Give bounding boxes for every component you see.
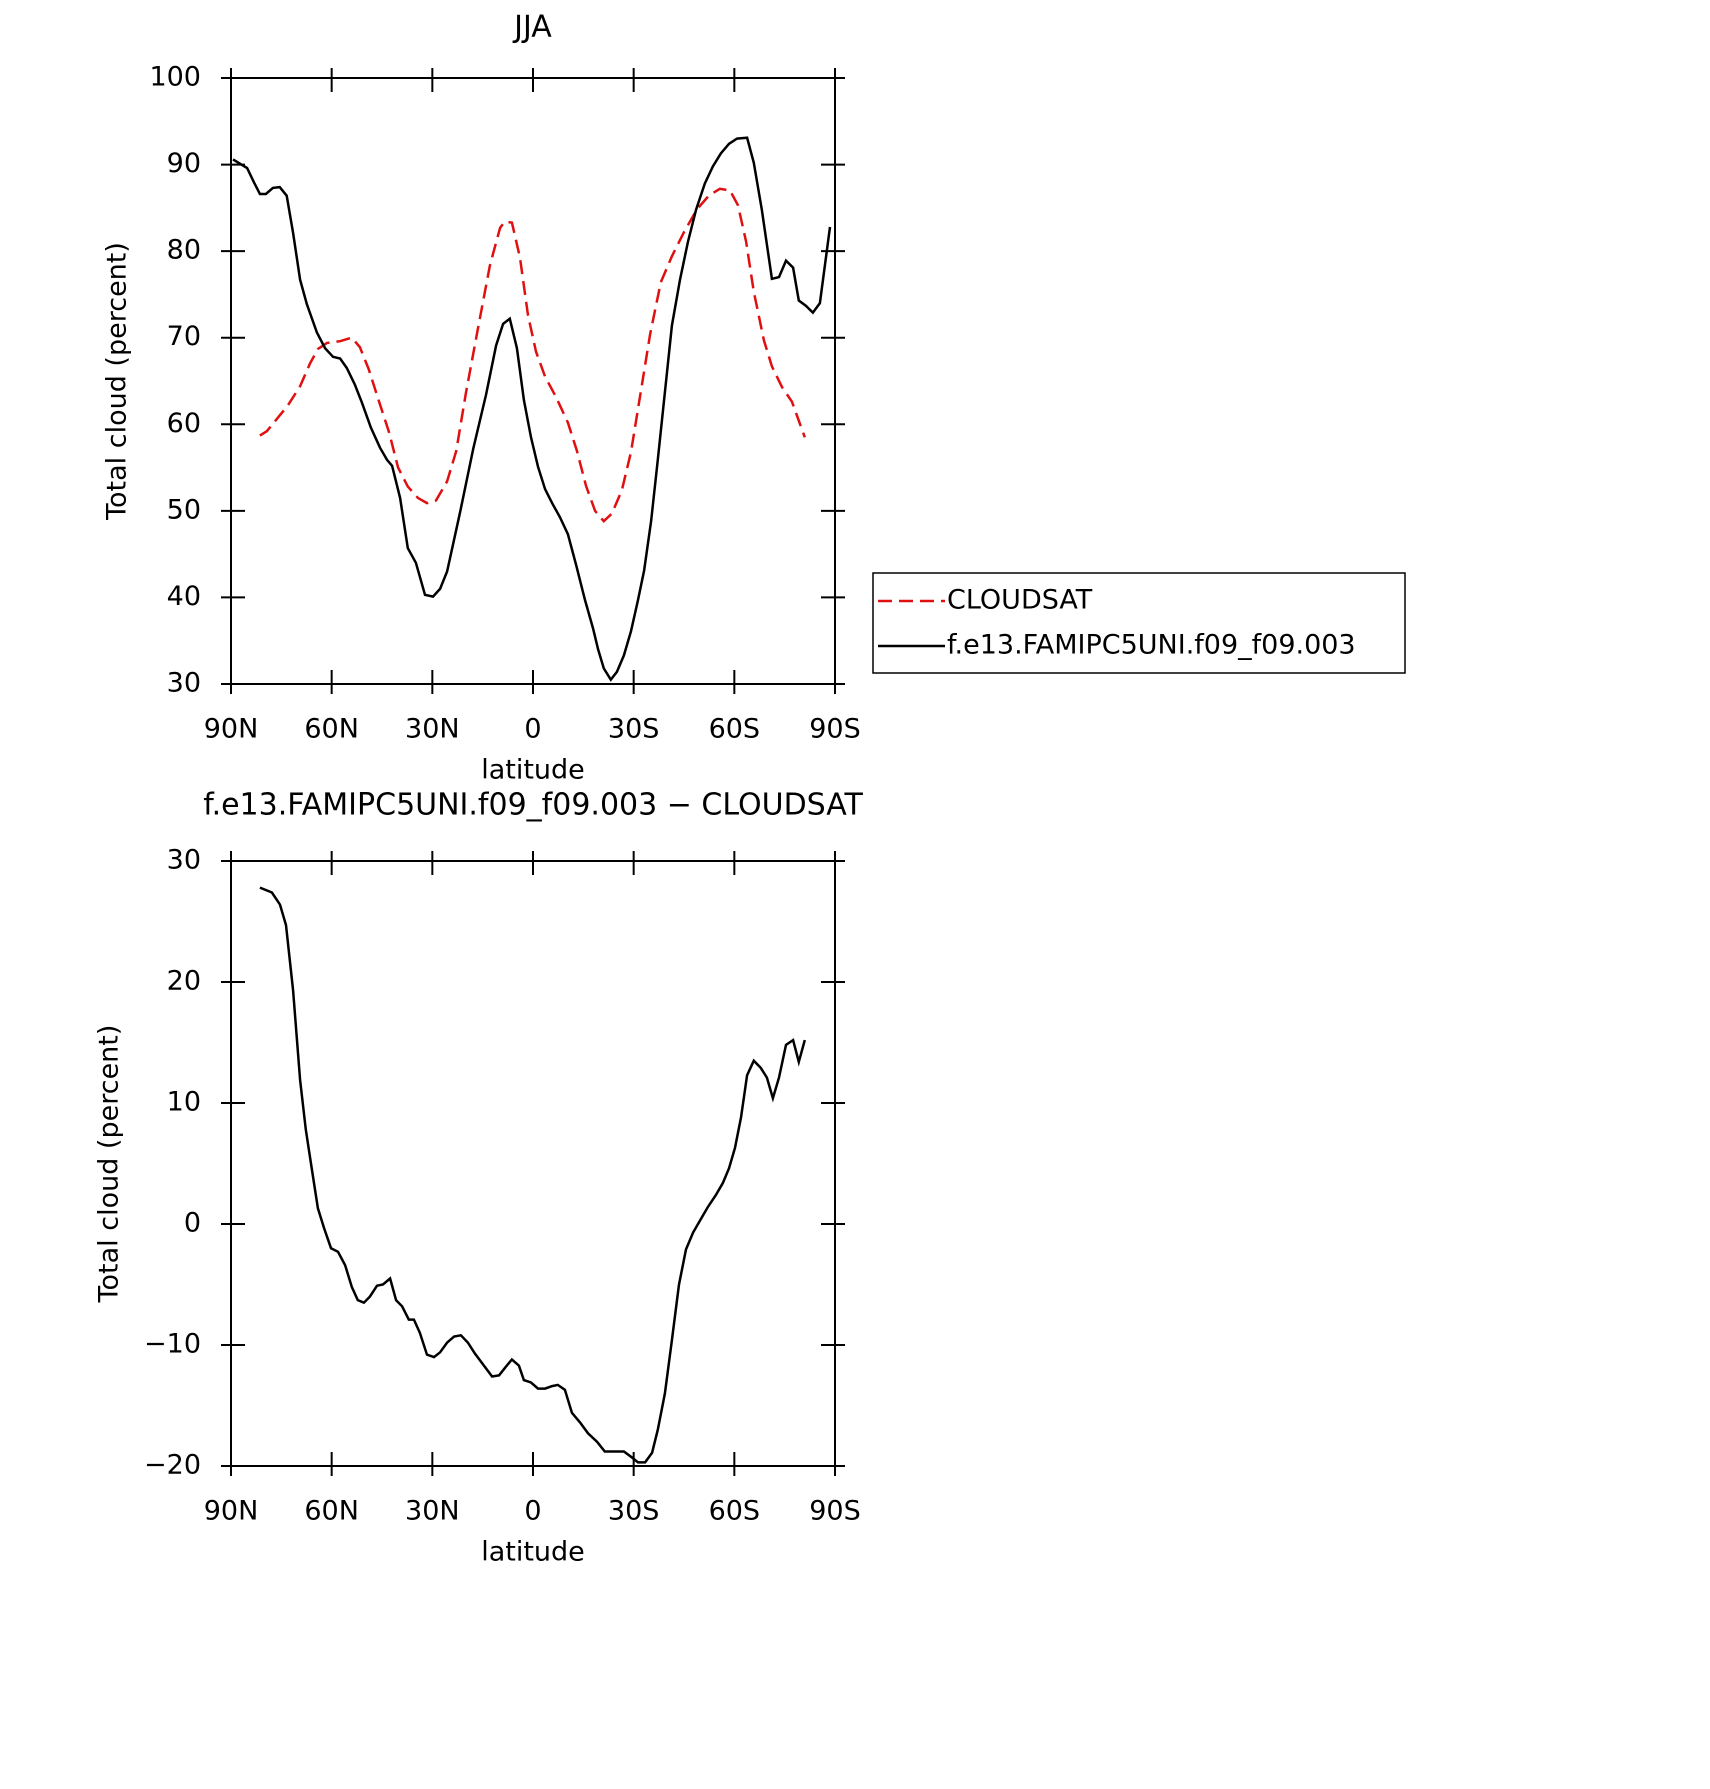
y-tick-label: 90 [167,148,201,179]
y-tick-label: 70 [167,321,201,352]
legend-label: f.e13.FAMIPC5UNI.f09_f09.003 [947,630,1356,661]
plot-frame [230,77,836,685]
x-tick-label: 90N [204,714,259,745]
y-tick-label: −20 [144,1450,201,1481]
x-tick-label: 30S [608,714,660,745]
x-tick-label: 90N [204,1496,259,1527]
y-tick-label: 50 [167,494,201,525]
x-tick-label: 90S [809,714,861,745]
y-tick-label: −10 [144,1329,201,1360]
y-axis-label: Total cloud (percent) [94,1025,125,1304]
plot-frame [230,860,836,1467]
legend-label: CLOUDSAT [947,585,1093,616]
x-tick-label: 30N [405,1496,460,1527]
data-line [259,886,807,1464]
x-tick-label: 60S [709,714,761,745]
y-tick-label: 80 [167,235,201,266]
x-axis-label: latitude [481,755,585,786]
y-tick-label: 100 [149,62,201,93]
x-tick-label: 60S [709,1496,761,1527]
y-tick-label: 40 [167,581,201,612]
y-tick-label: 0 [184,1208,201,1239]
x-tick-label: 30S [608,1496,660,1527]
y-tick-label: 60 [167,408,201,439]
x-axis-label: latitude [481,1537,585,1568]
data-line [232,136,832,682]
legend-box [872,572,1406,674]
x-tick-label: 30N [405,714,460,745]
data-line [259,187,806,524]
y-tick-label: 20 [167,966,201,997]
x-tick-label: 90S [809,1496,861,1527]
chart-title: JJA [512,10,552,45]
x-tick-label: 0 [524,714,541,745]
y-tick-label: 30 [167,668,201,699]
x-tick-label: 60N [304,1496,359,1527]
chart-title: f.e13.FAMIPC5UNI.f09_f09.003 − CLOUDSAT [203,788,863,823]
y-axis-label: Total cloud (percent) [102,242,133,521]
x-tick-label: 60N [304,714,359,745]
y-tick-label: 30 [167,845,201,876]
y-tick-label: 10 [167,1087,201,1118]
x-tick-label: 0 [524,1496,541,1527]
